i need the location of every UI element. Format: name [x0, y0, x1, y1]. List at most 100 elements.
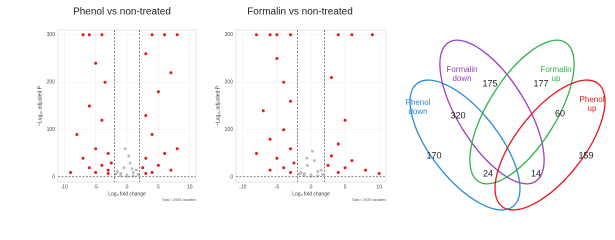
- point: [116, 170, 120, 174]
- point: [144, 114, 148, 117]
- point: [119, 173, 123, 177]
- point: [136, 172, 140, 176]
- set-label: up: [552, 74, 561, 83]
- point: [377, 171, 381, 175]
- point: [127, 154, 131, 158]
- point: [144, 171, 148, 175]
- point: [100, 163, 104, 167]
- figure: Phenol vs non-treated-10 -5 0 5 100100200300…: [37, 7, 606, 211]
- point: [329, 76, 333, 79]
- point: [106, 152, 110, 155]
- point: [268, 137, 272, 141]
- point: [94, 61, 98, 65]
- point: [69, 171, 73, 174]
- point: [268, 168, 272, 172]
- point: [312, 159, 316, 163]
- point: [305, 156, 309, 160]
- set-label: up: [588, 104, 597, 113]
- set-ellipse: [469, 39, 575, 185]
- region-count: 14: [531, 168, 541, 178]
- point: [169, 168, 173, 172]
- point: [350, 33, 354, 37]
- set-label: Formalin: [540, 65, 571, 74]
- note: Total = 2939 variables: [162, 198, 196, 202]
- region-count: 175: [482, 78, 497, 88]
- x-tick-label: 5: [344, 184, 347, 190]
- point: [130, 167, 134, 171]
- point: [275, 33, 279, 37]
- point: [109, 161, 113, 165]
- point: [275, 156, 279, 160]
- x-axis-label: Log₂ fold change: [292, 191, 330, 197]
- point: [103, 80, 107, 84]
- point: [87, 104, 91, 108]
- point: [141, 166, 145, 170]
- point: [100, 33, 104, 37]
- point: [282, 128, 286, 132]
- point: [144, 52, 148, 56]
- point: [163, 152, 167, 155]
- point: [150, 171, 154, 174]
- point: [123, 147, 127, 151]
- chart-title: Phenol vs non-treated: [73, 7, 171, 18]
- point: [134, 168, 138, 172]
- point: [254, 33, 258, 37]
- point: [268, 33, 272, 37]
- point: [150, 133, 154, 136]
- note: Total = 2939 variables: [352, 198, 386, 202]
- point: [302, 173, 306, 177]
- set-label: Phenol: [406, 98, 431, 107]
- region-count: 159: [578, 150, 593, 160]
- point: [81, 156, 85, 160]
- y-tick-label: 0: [52, 175, 55, 181]
- point: [94, 147, 98, 151]
- region-count: 177: [533, 78, 548, 88]
- point: [114, 172, 118, 176]
- y-tick-label: 300: [47, 32, 56, 38]
- y-axis-label: −Log₁₀ adjusted P: [37, 85, 43, 126]
- point: [144, 156, 148, 160]
- x-tick-label: -10: [61, 184, 68, 190]
- point: [310, 149, 314, 153]
- point: [150, 33, 154, 37]
- point: [125, 174, 129, 178]
- point: [289, 147, 293, 151]
- point: [321, 172, 325, 176]
- point: [289, 33, 293, 37]
- point: [128, 161, 132, 165]
- set-ellipse: [409, 79, 521, 211]
- x-tick-label: -10: [239, 184, 246, 190]
- point: [106, 171, 110, 175]
- point: [309, 174, 313, 178]
- point: [336, 142, 340, 146]
- point: [336, 171, 340, 174]
- set-ellipse: [439, 39, 545, 185]
- set-label: Formalin: [446, 65, 477, 74]
- point: [350, 159, 354, 163]
- point: [100, 118, 104, 122]
- y-axis-label: −Log₁₀ adjusted P: [215, 85, 221, 126]
- point: [94, 171, 98, 174]
- y-tick-label: 100: [47, 127, 56, 133]
- point: [275, 57, 279, 60]
- x-tick-label: 0: [126, 184, 129, 190]
- point: [131, 171, 135, 174]
- region-count: 170: [426, 150, 441, 160]
- point: [319, 168, 323, 172]
- point: [156, 90, 160, 94]
- point: [175, 33, 179, 37]
- set-label: Phenol: [580, 95, 605, 104]
- y-tick-label: 200: [225, 80, 234, 86]
- point: [122, 166, 126, 170]
- point: [75, 133, 79, 136]
- point: [292, 161, 296, 165]
- point: [261, 109, 265, 113]
- point: [175, 147, 179, 151]
- x-tick-label: 10: [187, 184, 193, 190]
- y-tick-label: 200: [47, 80, 56, 86]
- x-tick-label: -5: [275, 184, 280, 190]
- point: [306, 163, 310, 167]
- y-tick-label: 300: [225, 32, 234, 38]
- x-tick-label: -5: [93, 184, 98, 190]
- x-axis-label: Log₂ fold change: [108, 191, 146, 197]
